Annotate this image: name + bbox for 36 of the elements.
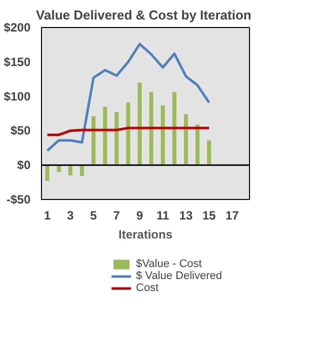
x-tick-label: 11 (156, 208, 170, 222)
bar (172, 92, 176, 166)
line-series (46, 126, 210, 136)
y-tick-label: $0 (17, 158, 31, 172)
x-tick-label: 1 (44, 208, 51, 222)
x-tick-label: 9 (136, 208, 144, 222)
legend-label: $Value - Cost (136, 258, 202, 270)
line-series (46, 42, 210, 152)
x-tick-label: 3 (67, 208, 74, 222)
x-axis-title: Iterations (118, 228, 173, 242)
bar (138, 82, 142, 166)
y-tick-label: $200 (4, 20, 31, 34)
y-tick-label: -$50 (6, 192, 31, 206)
y-tick-label: $150 (4, 54, 31, 69)
bar (184, 114, 188, 166)
legend-label: $ Value Delivered (136, 270, 222, 282)
bar (45, 165, 50, 181)
x-tick-label: 13 (179, 208, 193, 222)
bar (195, 124, 200, 166)
x-tick-label: 5 (90, 208, 98, 222)
bar (80, 165, 84, 176)
chart-title: Value Delivered & Cost by Iteration (36, 8, 252, 22)
bar (91, 116, 96, 166)
bar (103, 106, 108, 166)
bar (149, 92, 154, 166)
bar (114, 112, 119, 166)
y-tick-label: $50 (10, 124, 31, 138)
x-tick-label: 17 (225, 208, 240, 222)
x-tick-label: 15 (202, 208, 216, 222)
bar (160, 105, 165, 166)
legend-label: Cost (136, 282, 159, 294)
bar (126, 102, 130, 166)
x-tick-label: 7 (113, 208, 120, 222)
y-tick-label: $100 (4, 89, 31, 104)
bar (68, 165, 72, 176)
bar (207, 140, 212, 166)
